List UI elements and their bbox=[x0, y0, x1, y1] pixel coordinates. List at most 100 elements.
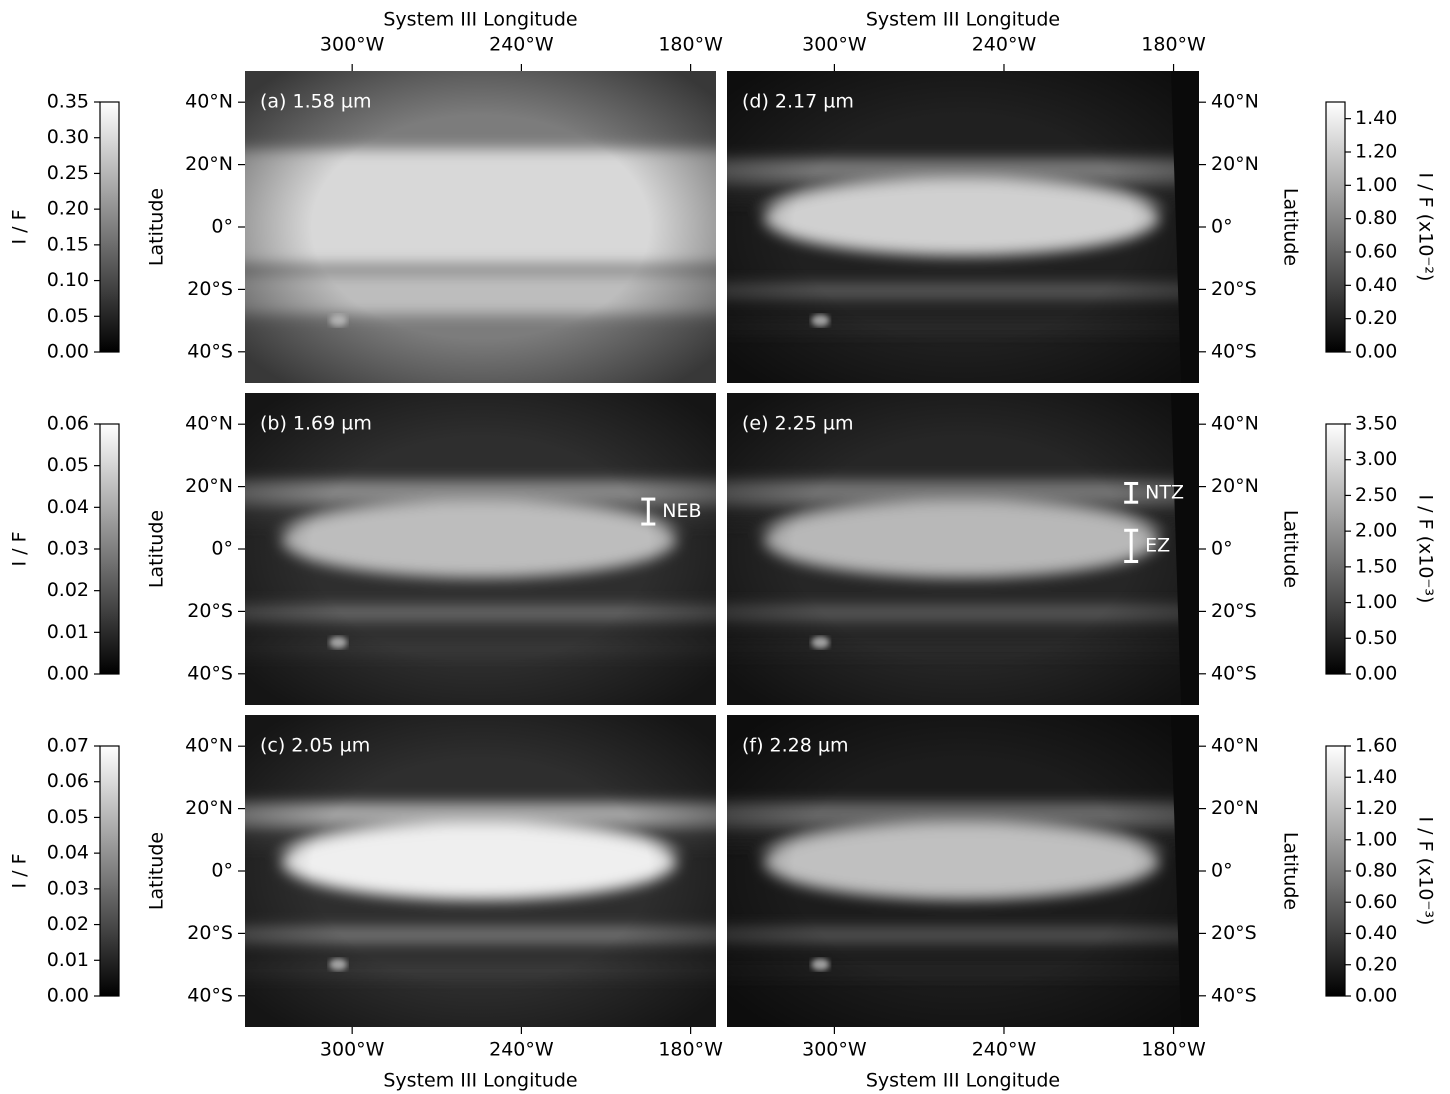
panel-label: (a) 1.58 µm bbox=[260, 91, 371, 113]
y-tick-label: 20°S bbox=[187, 278, 233, 300]
y-axis-label: Latitude bbox=[1280, 188, 1302, 266]
y-axis-label: Latitude bbox=[1280, 510, 1302, 588]
colorbar-tick-label: 0.20 bbox=[1355, 953, 1397, 975]
colorbar-label: I / F bbox=[9, 209, 31, 244]
y-tick-label: 40°N bbox=[185, 91, 233, 113]
y-tick-label: 40°N bbox=[1211, 91, 1259, 113]
y-tick-label: 0° bbox=[1211, 860, 1233, 882]
panel-image bbox=[245, 393, 716, 705]
y-tick-label: 20°N bbox=[1211, 153, 1259, 175]
vignette bbox=[245, 71, 716, 383]
y-tick-label: 0° bbox=[211, 860, 233, 882]
colorbar-tick-label: 0.00 bbox=[47, 341, 89, 363]
y-tick-label: 20°N bbox=[1211, 475, 1259, 497]
colorbar-tick-label: 0.03 bbox=[47, 538, 89, 560]
y-tick-label: 20°N bbox=[185, 153, 233, 175]
colorbar-tick-label: 0.30 bbox=[47, 126, 89, 148]
x-tick-label: 180°W bbox=[658, 1039, 723, 1061]
x-axis-label: System III Longitude bbox=[866, 9, 1060, 31]
colorbar-tick-label: 0.04 bbox=[47, 842, 89, 864]
limb bbox=[1171, 715, 1199, 1027]
x-axis-label: System III Longitude bbox=[866, 1070, 1060, 1092]
y-tick-label: 0° bbox=[1211, 538, 1233, 560]
x-tick-label: 300°W bbox=[802, 1039, 867, 1061]
vignette bbox=[245, 393, 716, 705]
colorbar-tick-label: 0.05 bbox=[47, 305, 89, 327]
colorbar-tick-label: 2.00 bbox=[1355, 520, 1397, 542]
colorbar-tick-label: 1.50 bbox=[1355, 555, 1397, 577]
x-tick-label: 300°W bbox=[802, 34, 867, 56]
annotation-bar bbox=[1124, 481, 1139, 504]
colorbar-tick-label: 0.07 bbox=[47, 735, 89, 757]
colorbar-label: I / F (x10⁻³) bbox=[1415, 817, 1437, 926]
colorbar-tick-label: 1.40 bbox=[1355, 766, 1397, 788]
x-tick-label: 180°W bbox=[658, 34, 723, 56]
colorbar-tick-label: 0.10 bbox=[47, 269, 89, 291]
colorbar-tick-label: 0.80 bbox=[1355, 207, 1397, 229]
x-tick-label: 240°W bbox=[489, 34, 554, 56]
colorbar-tick-label: 0.35 bbox=[47, 91, 89, 113]
y-tick-label: 20°S bbox=[1211, 278, 1257, 300]
y-tick-label: 40°S bbox=[1211, 662, 1257, 684]
colorbar bbox=[99, 101, 120, 353]
colorbar-tick-label: 0.60 bbox=[1355, 891, 1397, 913]
y-tick-label: 40°S bbox=[187, 340, 233, 362]
x-tick-label: 240°W bbox=[489, 1039, 554, 1061]
colorbar-tick-label: 1.60 bbox=[1355, 735, 1397, 757]
colorbar bbox=[1325, 423, 1346, 675]
y-tick-label: 40°N bbox=[185, 735, 233, 757]
colorbar-tick-label: 1.00 bbox=[1355, 174, 1397, 196]
annotation-label: NEB bbox=[662, 500, 701, 522]
colorbar-tick-label: 1.40 bbox=[1355, 107, 1397, 129]
colorbar-label: I / F (x10⁻³) bbox=[1415, 495, 1437, 604]
y-tick-label: 20°N bbox=[185, 475, 233, 497]
annotation-label: EZ bbox=[1145, 534, 1170, 556]
colorbar-tick-label: 2.50 bbox=[1355, 484, 1397, 506]
y-axis-label: Latitude bbox=[146, 188, 168, 266]
colorbar-tick-label: 0.03 bbox=[47, 877, 89, 899]
colorbar-label: I / F bbox=[9, 853, 31, 888]
vignette bbox=[727, 71, 1199, 383]
colorbar-tick-label: 0.00 bbox=[1355, 341, 1397, 363]
annotation-bar bbox=[1124, 528, 1139, 563]
colorbar-tick-label: 0.20 bbox=[47, 198, 89, 220]
colorbar bbox=[99, 423, 120, 675]
y-axis-label: Latitude bbox=[1280, 832, 1302, 910]
panel-label: (d) 2.17 µm bbox=[742, 91, 854, 113]
y-tick-label: 20°S bbox=[187, 600, 233, 622]
panel-label: (b) 1.69 µm bbox=[260, 413, 372, 435]
y-tick-label: 40°N bbox=[1211, 735, 1259, 757]
colorbar-tick-label: 1.20 bbox=[1355, 797, 1397, 819]
colorbar-tick-label: 0.01 bbox=[47, 949, 89, 971]
colorbar-label: I / F bbox=[9, 531, 31, 566]
y-axis-label: Latitude bbox=[146, 832, 168, 910]
colorbar-tick-label: 0.04 bbox=[47, 496, 89, 518]
panel-label: (e) 2.25 µm bbox=[742, 413, 854, 435]
x-tick-label: 240°W bbox=[972, 1039, 1037, 1061]
colorbar-tick-label: 0.02 bbox=[47, 913, 89, 935]
y-tick-label: 40°S bbox=[187, 984, 233, 1006]
colorbar-tick-label: 0.00 bbox=[1355, 663, 1397, 685]
y-tick-label: 40°N bbox=[1211, 413, 1259, 435]
y-tick-label: 0° bbox=[1211, 216, 1233, 238]
colorbar-tick-label: 1.00 bbox=[1355, 591, 1397, 613]
x-axis-label: System III Longitude bbox=[383, 9, 577, 31]
colorbar-tick-label: 0.06 bbox=[47, 413, 89, 435]
y-tick-label: 0° bbox=[211, 216, 233, 238]
colorbar-tick-label: 0.01 bbox=[47, 621, 89, 643]
panel-image bbox=[727, 71, 1199, 383]
colorbar-tick-label: 0.15 bbox=[47, 233, 89, 255]
colorbar-tick-label: 0.40 bbox=[1355, 274, 1397, 296]
colorbar-tick-label: 0.05 bbox=[47, 806, 89, 828]
colorbar-tick-label: 3.50 bbox=[1355, 413, 1397, 435]
colorbar-tick-label: 1.20 bbox=[1355, 141, 1397, 163]
limb bbox=[1171, 71, 1199, 383]
colorbar-tick-label: 1.00 bbox=[1355, 828, 1397, 850]
panel-image bbox=[245, 71, 716, 383]
colorbar-tick-label: 0.80 bbox=[1355, 860, 1397, 882]
y-tick-label: 20°S bbox=[187, 922, 233, 944]
colorbar-tick-label: 0.25 bbox=[47, 162, 89, 184]
y-tick-label: 40°S bbox=[187, 662, 233, 684]
colorbar-tick-label: 0.00 bbox=[1355, 985, 1397, 1007]
colorbar-tick-label: 0.05 bbox=[47, 454, 89, 476]
